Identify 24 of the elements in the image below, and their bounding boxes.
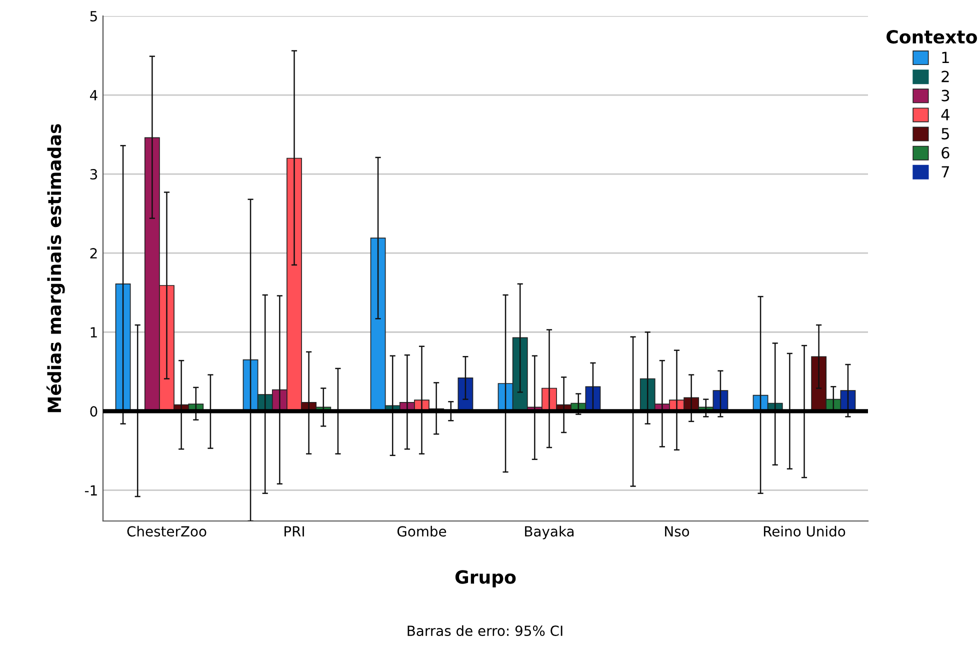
legend-label: 5	[942, 128, 949, 140]
y-tick-label: 5	[90, 11, 97, 22]
x-tick-label: ChesterZoo	[127, 526, 206, 537]
y-axis-title: Médias marginais estimadas	[46, 124, 65, 412]
legend-label: 4	[941, 109, 950, 120]
legend-label: 1	[942, 52, 949, 63]
y-tick-label: 2	[90, 248, 97, 258]
y-tick-label: 4	[90, 90, 98, 100]
legend-title: Contexto	[886, 30, 977, 44]
x-tick-label: Gombe	[397, 526, 446, 537]
text: Barras de erro: 95% CI	[408, 625, 562, 636]
x-tick-label: Nso	[665, 526, 690, 537]
y-tick-label: 0	[90, 406, 98, 417]
x-tick-label: Reino Unido	[764, 526, 846, 537]
y-tick-label: 3	[90, 169, 98, 180]
x-tick-label: Bayaka	[525, 526, 574, 540]
legend-label: 3	[942, 90, 950, 102]
legend-label: 6	[942, 146, 950, 159]
legend-label: 2	[942, 70, 949, 82]
y-tick-label: -1	[84, 485, 97, 496]
x-tick-label: PRI	[284, 526, 304, 536]
legend-label: 7	[942, 166, 949, 178]
x-axis-title: Grupo	[455, 570, 516, 588]
y-tick-label: 1	[90, 327, 97, 338]
